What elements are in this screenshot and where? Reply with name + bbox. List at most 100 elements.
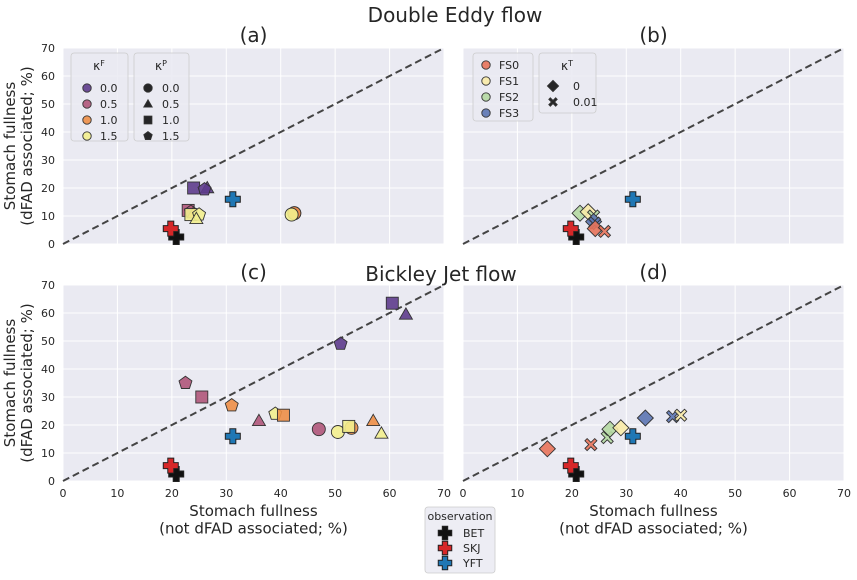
data-point xyxy=(636,409,654,427)
x-tick-label: 0 xyxy=(60,487,67,500)
y-tick-label: 70 xyxy=(41,42,55,55)
data-point xyxy=(398,307,414,320)
y-tick-label: 20 xyxy=(41,419,55,432)
data-point xyxy=(601,420,619,438)
y-tick-label: 20 xyxy=(41,182,55,195)
legend-kF-label: 0.5 xyxy=(100,98,118,111)
legend-FS-label: FS0 xyxy=(499,59,519,72)
data-point xyxy=(584,437,598,452)
legend-FS xyxy=(472,52,534,122)
observation-marker-skj xyxy=(162,457,179,474)
identity-line xyxy=(462,284,845,482)
data-point xyxy=(538,440,556,458)
legend-kT-label: 0 xyxy=(573,80,580,93)
observation-marker-yft xyxy=(224,191,241,208)
x-tick-label: 30 xyxy=(219,487,233,500)
y-tick-label: 40 xyxy=(41,363,55,376)
identity-line xyxy=(62,284,445,482)
legend-kP-label: 0.5 xyxy=(162,98,180,111)
observation-marker-yft xyxy=(224,428,241,445)
legend-kF-marker xyxy=(82,83,92,93)
legend-observation-marker xyxy=(437,555,453,571)
data-point xyxy=(365,413,381,426)
panel-title: (a) xyxy=(240,23,268,47)
data-point xyxy=(674,408,688,422)
legend-kT-marker xyxy=(548,97,558,107)
legend-observation-label: YFT xyxy=(462,557,483,570)
y-tick-label: 0 xyxy=(48,475,55,488)
legend-kF-marker xyxy=(82,131,92,141)
data-point xyxy=(597,224,612,239)
y-tick-label: 10 xyxy=(41,210,55,223)
identity-line xyxy=(62,47,445,245)
data-point xyxy=(189,211,204,225)
legend-kP-marker xyxy=(143,83,153,93)
legend-kP-marker xyxy=(143,115,153,125)
panel-a: (a) 0 10 20 30 40 50 60 70 Stomach fullness(dFAD … xyxy=(1,23,445,251)
legend-FS-label: FS1 xyxy=(499,75,519,88)
observation-marker-skj xyxy=(562,457,579,474)
legend-kT xyxy=(538,52,597,114)
data-point xyxy=(284,207,299,222)
legend-kT-title: κT xyxy=(561,59,573,74)
x-tick-label: 70 xyxy=(837,487,851,500)
x-tick-label: 20 xyxy=(565,487,579,500)
observation-marker-skj xyxy=(562,220,579,237)
legend-observation-title: observation xyxy=(427,510,492,523)
data-point xyxy=(224,398,239,412)
legend-kT-marker xyxy=(546,79,560,93)
legend-kF-marker xyxy=(82,115,92,125)
x-axis-label: Stomach fullness (not dFAD associated; %) xyxy=(159,502,348,537)
legend-FS-marker xyxy=(481,92,491,102)
legend-kT-label: 0.01 xyxy=(573,96,598,109)
legend-kF-label: 1.0 xyxy=(100,114,118,127)
y-tick-label: 0 xyxy=(48,238,55,251)
panel-title: (d) xyxy=(639,260,667,284)
legend-kP-label: 0.0 xyxy=(162,82,180,95)
x-tick-label: 10 xyxy=(510,487,524,500)
data-point xyxy=(612,419,630,437)
legend-FS-label: FS3 xyxy=(499,107,519,120)
data-point xyxy=(385,296,399,310)
x-tick-label: 50 xyxy=(728,487,742,500)
x-tick-label: 70 xyxy=(437,487,451,500)
legend-kF-label: 1.5 xyxy=(100,130,118,143)
y-axis-label: Stomach fullness(dFAD associated; %) xyxy=(1,303,36,462)
panels: (a) 0 10 20 30 40 50 60 70 Stomach fullness(dFAD … xyxy=(1,23,851,537)
y-tick-label: 10 xyxy=(41,447,55,460)
data-point xyxy=(586,219,604,238)
legend-FS-marker xyxy=(481,108,491,118)
observation-marker-yft xyxy=(624,191,641,208)
y-tick-label: 60 xyxy=(41,307,55,320)
data-point xyxy=(311,422,326,437)
legend-FS-marker xyxy=(481,60,491,70)
legend-kF-title: κF xyxy=(93,59,105,74)
legend-kF-label: 0.0 xyxy=(100,82,118,95)
x-tick-label: 40 xyxy=(274,487,288,500)
x-tick-label: 0 xyxy=(460,487,467,500)
y-axis-label: Stomach fullness(dFAD associated; %) xyxy=(1,66,36,225)
y-tick-label: 30 xyxy=(41,154,55,167)
legend-kF-marker xyxy=(82,99,92,109)
legend-observation-marker xyxy=(437,525,453,541)
x-tick-label: 40 xyxy=(674,487,688,500)
data-point xyxy=(276,408,290,422)
observation-marker-yft xyxy=(624,428,641,445)
x-tick-label: 20 xyxy=(165,487,179,500)
y-tick-label: 60 xyxy=(41,70,55,83)
panel-title: (c) xyxy=(240,260,267,284)
x-axis-label: Stomach fullness (not dFAD associated; %) xyxy=(559,502,748,537)
legend-kP-marker xyxy=(143,131,153,141)
y-tick-label: 50 xyxy=(41,98,55,111)
x-tick-label: 10 xyxy=(110,487,124,500)
y-tick-label: 30 xyxy=(41,391,55,404)
legend-FS-label: FS2 xyxy=(499,91,519,104)
legend-observation-marker xyxy=(437,540,453,556)
panel-title: (b) xyxy=(639,23,667,47)
x-tick-label: 50 xyxy=(328,487,342,500)
y-tick-label: 50 xyxy=(41,335,55,348)
suptitle-double-eddy: Double Eddy flow xyxy=(368,3,543,27)
legend-kP-title: κP xyxy=(155,59,167,74)
data-point xyxy=(333,336,348,350)
suptitle-bickley-jet: Bickley Jet flow xyxy=(365,262,517,286)
